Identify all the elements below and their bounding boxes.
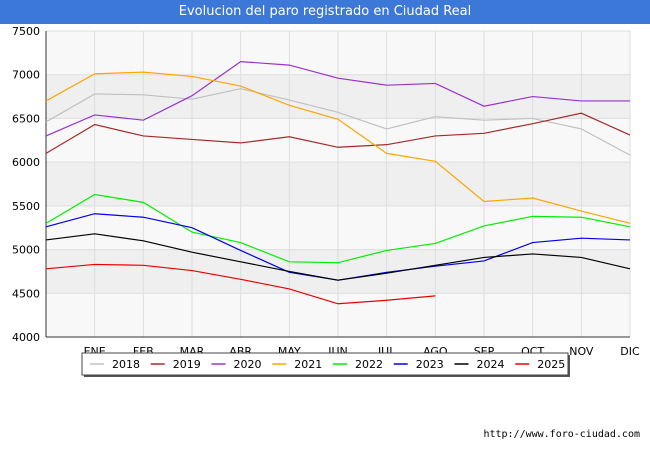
legend-label-2018: 2018 [112,358,140,371]
legend-label-2024: 2024 [477,358,505,371]
y-tick-label: 5500 [12,200,40,213]
series-line-2024 [45,233,631,281]
y-tick-label: 6000 [12,156,40,169]
legend-label-2025: 2025 [537,358,565,371]
y-tick-label: 5000 [12,244,40,257]
legend-label-2019: 2019 [173,358,201,371]
series-line-2019 [45,112,631,154]
y-tick-label: 4000 [12,331,40,344]
legend-label-2023: 2023 [416,358,444,371]
legend-label-2020: 2020 [234,358,262,371]
series-line-2018 [45,88,631,156]
series-line-2022 [45,193,631,264]
legend-label-2021: 2021 [294,358,322,371]
chart-title: Evolucion del paro registrado en Ciudad … [0,0,650,24]
series-line-2025 [45,263,436,305]
y-tick-label: 4500 [12,287,40,300]
y-tick-label: 7000 [12,69,40,82]
y-tick-label: 7500 [12,25,40,38]
series-line-2021 [45,71,631,224]
x-tick-label: DIC [620,345,640,358]
legend-label-2022: 2022 [355,358,383,371]
source-url[interactable]: http://www.foro-ciudad.com [483,429,640,440]
y-tick-label: 6500 [12,112,40,125]
x-tick-label: NOV [569,345,594,358]
series-line-2020 [45,60,630,137]
legend-box [81,352,569,376]
